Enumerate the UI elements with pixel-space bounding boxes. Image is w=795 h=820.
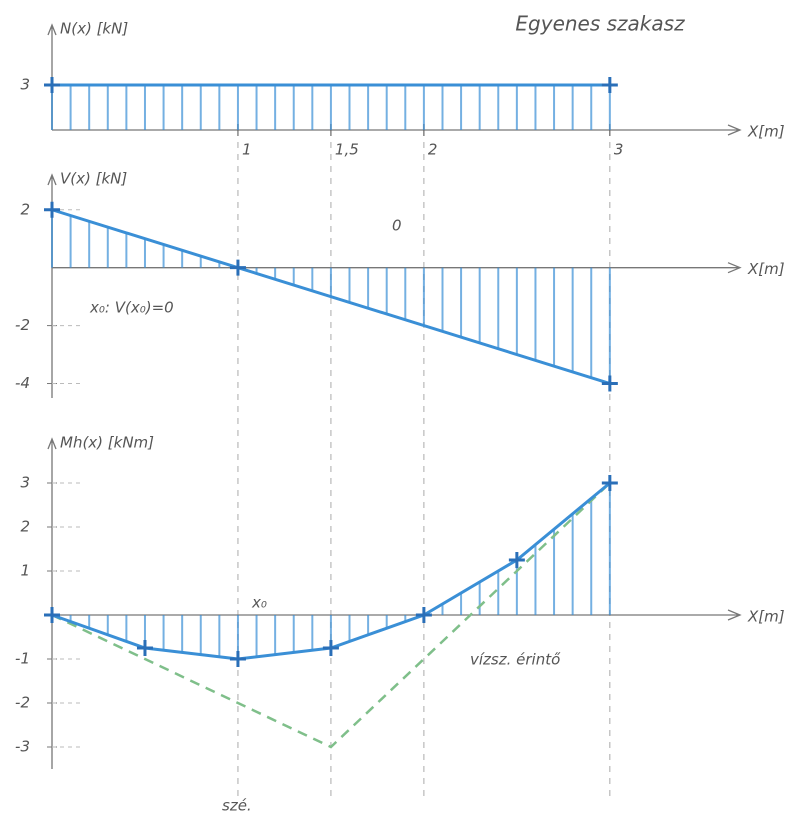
tangent-line xyxy=(51,482,611,749)
point-cross xyxy=(136,640,153,656)
y-tick-label: -1 xyxy=(15,650,30,668)
x-axis-label: X[m] xyxy=(747,260,785,278)
annotation: vízsz. érintő xyxy=(470,651,561,669)
y-tick-label: -4 xyxy=(15,374,30,392)
x-tick-label: 3 xyxy=(614,141,624,159)
annotation: x₀: V(x₀)=0 xyxy=(89,299,174,317)
point-cross xyxy=(322,640,339,656)
point-cross xyxy=(415,607,432,623)
y-tick-label: 2 xyxy=(20,518,30,536)
x-axis xyxy=(52,124,742,136)
x-tick-label: 1 xyxy=(242,141,252,159)
point-cross xyxy=(229,259,246,276)
y-tick-label: 1 xyxy=(20,562,30,580)
y-tick-label: -2 xyxy=(15,316,30,334)
annotation: 0 xyxy=(392,217,402,235)
point-cross xyxy=(44,77,60,93)
page-title: Egyenes szakasz xyxy=(515,12,685,36)
y-axis-label: V(x) [kN] xyxy=(60,170,127,188)
y-tick-label: 3 xyxy=(20,76,30,94)
y-tick-label: -3 xyxy=(15,738,30,756)
point-cross xyxy=(229,651,246,667)
y-tick-label: 2 xyxy=(20,200,30,218)
point-cross xyxy=(44,607,60,623)
x-axis-label: X[m] xyxy=(747,123,785,141)
x-tick-label: 1,5 xyxy=(335,141,359,159)
y-axis-label: Mh(x) [kNm] xyxy=(60,434,154,452)
y-tick-label: -2 xyxy=(15,694,30,712)
x-axis-label: X[m] xyxy=(747,608,785,626)
y-axis xyxy=(47,437,57,769)
y-axis-label: N(x) [kN] xyxy=(60,20,128,38)
point-cross xyxy=(601,77,618,93)
x-axis xyxy=(52,262,742,274)
point-cross xyxy=(601,375,618,392)
point-cross xyxy=(44,201,60,218)
curve xyxy=(51,208,611,385)
x-axis xyxy=(52,609,742,621)
x-tick-label: 2 xyxy=(428,141,438,159)
point-cross xyxy=(508,552,525,568)
annotation: szé. xyxy=(222,797,252,815)
annotation: x₀ xyxy=(251,594,267,612)
point-cross xyxy=(601,475,618,491)
y-tick-label: 3 xyxy=(20,474,30,492)
